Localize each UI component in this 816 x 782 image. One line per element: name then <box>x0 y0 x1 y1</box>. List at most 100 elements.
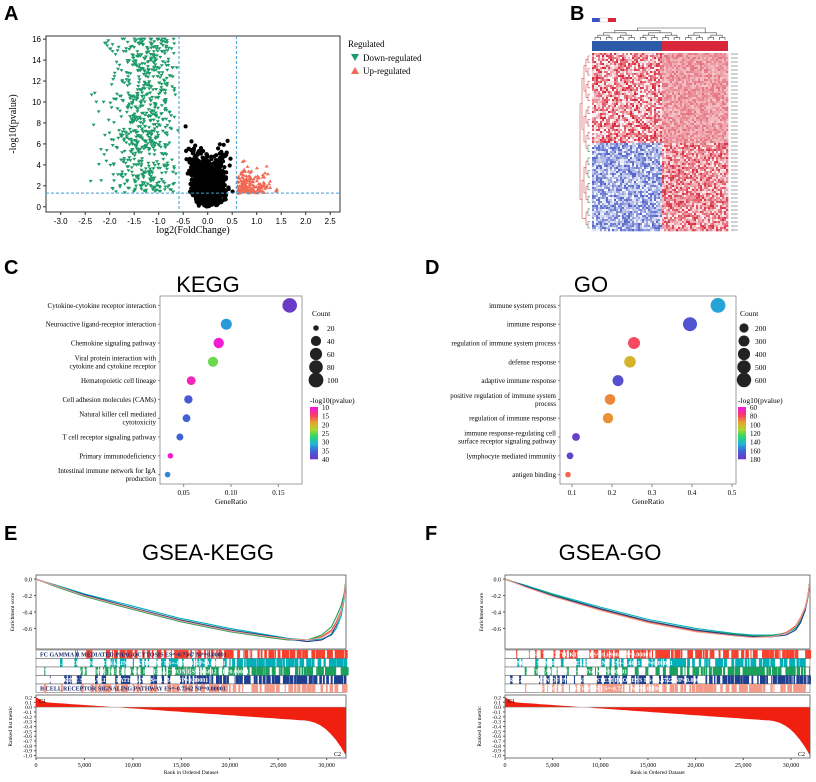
heatmap-cell <box>602 61 605 64</box>
heatmap-cell <box>620 87 623 90</box>
heatmap-cell <box>626 81 629 84</box>
heatmap-cell <box>688 115 691 118</box>
heatmap-cell <box>592 125 595 128</box>
heatmap-cell <box>688 89 691 92</box>
heatmap-cell <box>726 53 729 56</box>
heatmap-cell <box>654 101 657 104</box>
heatmap-cell <box>724 89 727 92</box>
heatmap-cell <box>696 69 699 72</box>
heatmap-cell <box>618 55 621 58</box>
heatmap-cell <box>666 127 669 130</box>
heatmap-cell <box>692 107 695 110</box>
heatmap-cell <box>638 77 641 80</box>
heatmap-cell <box>628 67 631 70</box>
heatmap-cell <box>638 71 641 74</box>
heatmap-cell <box>672 115 675 118</box>
heatmap-cell <box>618 53 621 56</box>
heatmap-cell <box>668 113 671 116</box>
heatmap-cell <box>628 109 631 112</box>
heatmap-cell <box>662 113 665 116</box>
heatmap-cell <box>686 55 689 58</box>
heatmap-cell <box>642 89 645 92</box>
heatmap-cell <box>616 59 619 62</box>
heatmap-cell <box>596 77 599 80</box>
heatmap-cell <box>604 97 607 100</box>
heatmap-cell <box>720 63 723 66</box>
heatmap-cell <box>722 81 725 84</box>
heatmap-cell <box>602 129 605 132</box>
heatmap-cell <box>664 89 667 92</box>
heatmap-cell <box>680 107 683 110</box>
heatmap-cell <box>614 101 617 104</box>
heatmap-cell <box>698 81 701 84</box>
heatmap-cell <box>606 69 609 72</box>
heatmap-cell <box>632 99 635 102</box>
heatmap-cell <box>624 123 627 126</box>
y-tick-label: 6 <box>37 140 42 149</box>
nonsig-point <box>189 168 194 173</box>
heatmap-cell <box>654 109 657 112</box>
heatmap-cell <box>718 71 721 74</box>
heatmap-cell <box>660 111 663 114</box>
heatmap-cell <box>680 101 683 104</box>
dendrogram-branch <box>687 34 700 38</box>
heatmap-cell <box>722 77 725 80</box>
heatmap-cell <box>660 129 663 132</box>
heatmap-cell <box>642 123 645 126</box>
heatmap-cell <box>596 115 599 118</box>
heatmap-cell <box>642 61 645 64</box>
heatmap-cell <box>724 71 727 74</box>
heatmap-cell <box>714 117 717 120</box>
heatmap-cell <box>634 115 637 118</box>
heatmap-cell <box>682 57 685 60</box>
heatmap-cell <box>678 93 681 96</box>
heatmap-cell <box>648 117 651 120</box>
heatmap-cell <box>684 115 687 118</box>
heatmap-cell <box>594 117 597 120</box>
nonsig-point <box>202 182 207 187</box>
heatmap-cell <box>720 85 723 88</box>
heatmap-cell <box>650 93 653 96</box>
heatmap-cell <box>606 55 609 58</box>
heatmap-cell <box>664 55 667 58</box>
heatmap-cell <box>656 101 659 104</box>
heatmap-cell <box>614 63 617 66</box>
nonsig-point <box>196 188 201 193</box>
heatmap-cell <box>624 105 627 108</box>
heatmap-cell <box>724 95 727 98</box>
heatmap-cell <box>614 71 617 74</box>
heatmap-cell <box>678 79 681 82</box>
heatmap-cell <box>638 125 641 128</box>
heatmap-cell <box>620 53 623 56</box>
heatmap-cell <box>632 93 635 96</box>
heatmap-cell <box>640 85 643 88</box>
heatmap-cell <box>700 63 703 66</box>
heatmap-cell <box>640 73 643 76</box>
heatmap-cell <box>666 93 669 96</box>
heatmap-cell <box>698 109 701 112</box>
heatmap-cell <box>682 85 685 88</box>
heatmap-cell <box>618 109 621 112</box>
heatmap-cell <box>680 115 683 118</box>
heatmap-cell <box>694 83 697 86</box>
heatmap-cell <box>620 121 623 124</box>
heatmap-cell <box>618 79 621 82</box>
heatmap-cell <box>670 85 673 88</box>
heatmap-cell <box>688 91 691 94</box>
heatmap-cell <box>598 95 601 98</box>
heatmap-cell <box>724 97 727 100</box>
heatmap-cell <box>634 105 637 108</box>
heatmap-cell <box>720 125 723 128</box>
heatmap-cell <box>626 59 629 62</box>
heatmap-cell <box>622 77 625 80</box>
heatmap-cell <box>704 85 707 88</box>
heatmap-cell <box>682 113 685 116</box>
heatmap-cell <box>702 103 705 106</box>
heatmap-cell <box>618 81 621 84</box>
heatmap-cell <box>600 97 603 100</box>
heatmap-cell <box>692 59 695 62</box>
heatmap-cell <box>606 123 609 126</box>
heatmap-cell <box>634 93 637 96</box>
heatmap-cell <box>654 123 657 126</box>
